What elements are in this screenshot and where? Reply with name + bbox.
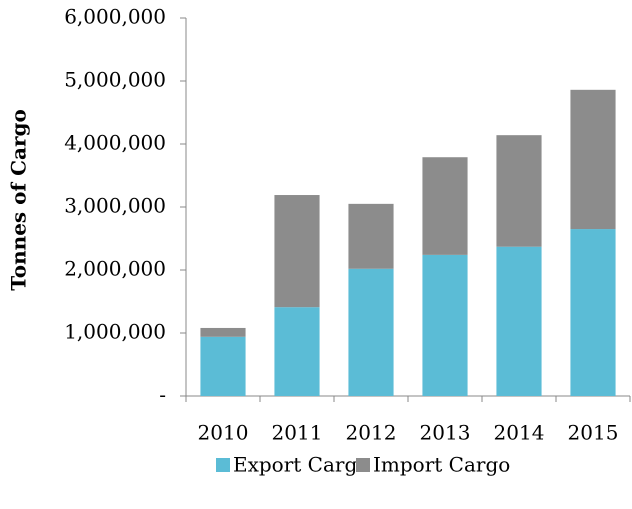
bar-segment xyxy=(274,307,320,396)
bar-segment xyxy=(200,327,246,337)
bar-segment xyxy=(496,246,542,396)
x-tick-label: 2013 xyxy=(420,421,471,445)
y-tick-label: 1,000,000 xyxy=(64,320,166,344)
y-tick-label: 2,000,000 xyxy=(64,257,166,281)
x-tick-label: 2015 xyxy=(568,421,619,445)
legend-label: Import Cargo xyxy=(373,453,510,477)
y-tick-label: 4,000,000 xyxy=(64,131,166,155)
x-tick-label: 2010 xyxy=(198,421,249,445)
legend-swatch xyxy=(216,458,230,472)
bar-segment xyxy=(422,254,468,396)
x-tick-label: 2012 xyxy=(346,421,397,445)
y-tick-label: 6,000,000 xyxy=(64,5,166,29)
bar-segment xyxy=(274,195,320,308)
bar-segment xyxy=(348,268,394,396)
legend-label: Export Cargo xyxy=(233,453,369,477)
y-axis-label: Tonnes of Cargo xyxy=(7,109,31,291)
legend-swatch xyxy=(356,458,370,472)
bar-segment xyxy=(570,89,616,230)
y-tick-label: 5,000,000 xyxy=(64,68,166,92)
y-tick-label: 3,000,000 xyxy=(64,194,166,218)
bar-segment xyxy=(570,229,616,396)
x-tick-label: 2014 xyxy=(494,421,545,445)
bar-segment xyxy=(348,203,394,269)
x-tick-label: 2011 xyxy=(272,421,323,445)
bar-segment xyxy=(200,336,246,396)
bar-segment xyxy=(496,135,542,247)
y-tick-label: - xyxy=(159,383,166,407)
bar-segment xyxy=(422,157,468,255)
